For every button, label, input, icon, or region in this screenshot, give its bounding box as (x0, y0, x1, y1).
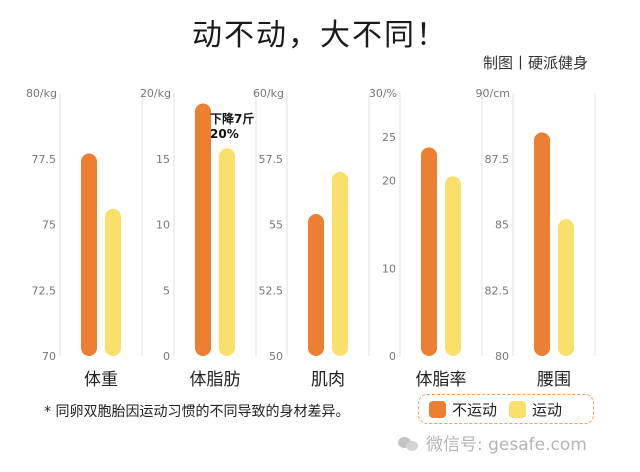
tick-label: 77.5 (32, 153, 57, 166)
bar-no-exercise (308, 213, 324, 356)
category-label: 肌肉 (311, 370, 345, 390)
tick-label: 0 (163, 350, 170, 363)
annotation-label: 20% (210, 127, 239, 141)
tick-label: 10 (382, 262, 396, 275)
bar-exercise (219, 148, 235, 356)
category-label: 体重 (84, 370, 118, 390)
tick-label: 20 (382, 175, 396, 188)
panel-unit-label: 30/% (369, 87, 397, 100)
watermark: 微信号: gesafe.com (398, 430, 587, 455)
tick-label: 87.5 (485, 153, 510, 166)
wechat-icon (398, 435, 420, 451)
panel-unit-label: 20/kg (140, 87, 171, 100)
bar-no-exercise (421, 147, 437, 356)
watermark-text: 微信号: gesafe.com (426, 435, 587, 455)
tick-label: 10 (156, 219, 170, 232)
bar-no-exercise (534, 132, 550, 356)
tick-label: 70 (42, 350, 56, 363)
legend-label-no-exercise: 不运动 (452, 400, 498, 419)
legend-item-no-exercise: 不运动 (429, 399, 497, 420)
bar-exercise (445, 176, 461, 356)
chart-title: 动不动，大不同！ (192, 18, 448, 53)
category-label: 体脂肪 (190, 370, 241, 390)
credit-label: 制图丨硬派健身 (482, 54, 588, 72)
panel-unit-label: 90/cm (476, 87, 510, 100)
bar-exercise (558, 219, 574, 356)
panel-unit-label: 60/kg (253, 87, 284, 100)
bar-exercise (332, 171, 348, 356)
tick-label: 82.5 (485, 284, 510, 297)
legend-swatch-yellow (509, 400, 527, 418)
tick-label: 25 (382, 131, 396, 144)
tick-label: 5 (163, 284, 170, 297)
tick-label: 52.5 (259, 284, 284, 297)
tick-label: 55 (269, 219, 283, 232)
bar-no-exercise (195, 103, 211, 357)
panel-unit-label: 80/kg (26, 87, 57, 100)
legend-swatch-orange (429, 400, 446, 418)
bar-exercise (105, 208, 121, 356)
tick-label: 50 (269, 350, 283, 363)
category-label: 腰围 (537, 370, 571, 390)
tick-label: 15 (156, 153, 170, 166)
annotation-label: 下降7斤 (210, 111, 254, 126)
legend-item-exercise: 运动 (509, 399, 562, 420)
legend-label-exercise: 运动 (532, 400, 563, 419)
tick-label: 0 (389, 350, 396, 363)
tick-label: 85 (495, 219, 509, 232)
category-label: 体脂率 (416, 370, 467, 390)
tick-label: 75 (42, 219, 56, 232)
legend: 不运动 运动 (418, 394, 594, 424)
footnote: * 同卵双胞胎因运动习惯的不同导致的身材差异。 (44, 404, 350, 420)
bar-no-exercise (81, 153, 97, 356)
tick-label: 72.5 (32, 284, 57, 297)
tick-label: 57.5 (259, 153, 284, 166)
tick-label: 80 (495, 350, 509, 363)
